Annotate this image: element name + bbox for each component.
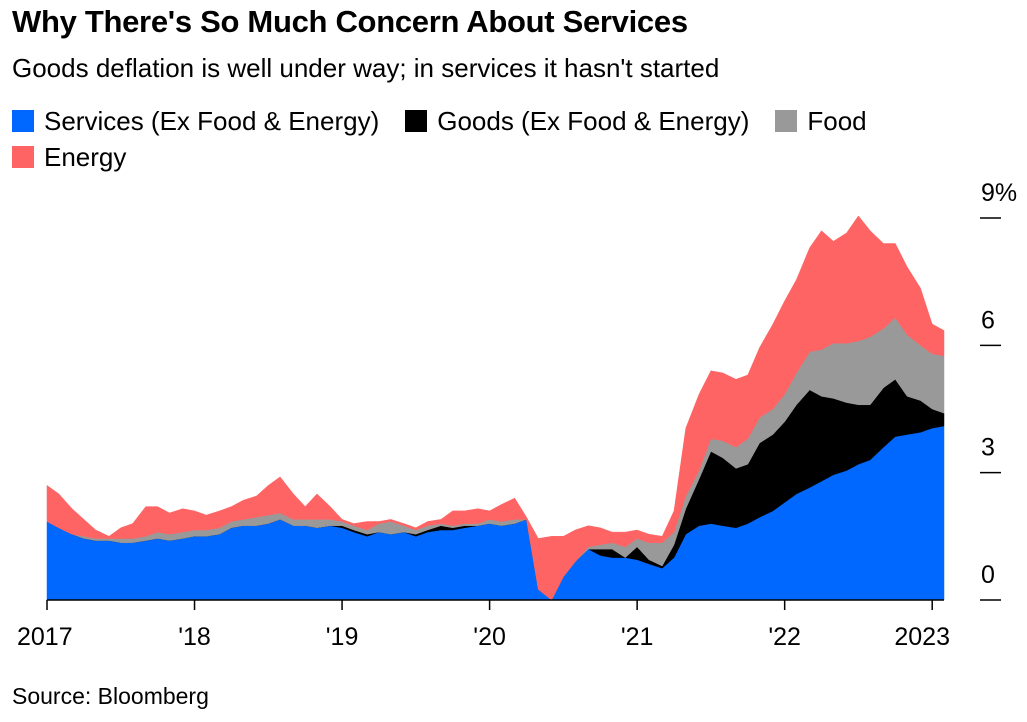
y-tick-label: 6 [981,306,995,334]
legend-swatch-food [775,110,798,132]
y-tick-label: 3 [981,434,995,462]
legend-item-goods: Goods (Ex Food & Energy) [405,106,749,137]
legend-item-services: Services (Ex Food & Energy) [12,106,379,137]
area-energy [46,215,945,601]
x-tick-label: '19 [326,623,359,651]
y-tick-label: 0 [981,561,995,589]
legend-item-energy: Energy [12,142,126,173]
legend-label-services: Services (Ex Food & Energy) [44,105,380,136]
legend-label-goods: Goods (Ex Food & Energy) [437,105,750,136]
source-note: Source: Bloomberg [12,683,209,709]
x-tick-label: '18 [178,623,211,651]
x-tick-label: '20 [473,623,506,651]
chart-title: Why There's So Much Concern About Servic… [12,4,688,39]
legend-label-food: Food [807,105,867,136]
x-tick-label: 2017 [17,623,73,651]
legend-label-energy: Energy [44,141,127,172]
legend: Services (Ex Food & Energy) Goods (Ex Fo… [12,103,972,175]
legend-swatch-services [12,110,34,132]
x-tick-label: '21 [621,623,654,651]
x-tick-label: '22 [768,623,801,651]
chart-subtitle: Goods deflation is well under way; in se… [12,53,720,83]
legend-row-1: Services (Ex Food & Energy) Goods (Ex Fo… [12,103,972,139]
y-tick-label: 9% [981,179,1017,207]
legend-swatch-goods [405,110,428,132]
area-layers [46,215,945,601]
axes: 2017 '18 '19 '20 '21 '22 2023 0 3 6 9% [17,179,1017,651]
x-tick-label: 2023 [894,623,950,651]
legend-row-2: Energy [12,139,972,175]
legend-swatch-energy [12,146,34,168]
legend-item-food: Food [775,105,867,137]
